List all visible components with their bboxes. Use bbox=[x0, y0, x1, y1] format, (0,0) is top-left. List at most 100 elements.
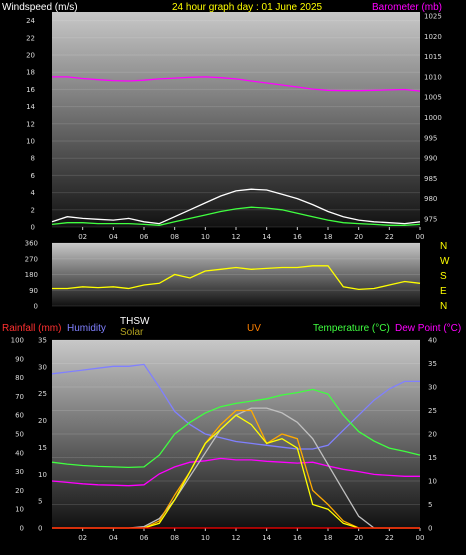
wind-xtick-label: 12 bbox=[232, 233, 241, 241]
direction-ytick-label: 180 bbox=[25, 271, 38, 279]
temp-xtick-label: 10 bbox=[201, 534, 210, 542]
temperature-ytick-label: 0 bbox=[428, 525, 432, 533]
temperature-ytick-label: 40 bbox=[428, 337, 437, 345]
wind-xtick-label: 20 bbox=[354, 233, 363, 241]
rainfall-ytick-label: 5 bbox=[38, 498, 42, 506]
wind-xtick-label: 00 bbox=[416, 233, 425, 241]
compass-label: N bbox=[440, 301, 447, 312]
temperature-c-line bbox=[51, 388, 421, 469]
direction-ytick-label: 90 bbox=[29, 287, 38, 295]
humidity-line bbox=[51, 363, 420, 450]
rainfall-axis-label: Rainfall (mm) bbox=[2, 323, 61, 334]
barometer-ytick-label: 1015 bbox=[424, 53, 442, 61]
barometer-ytick-label: 1010 bbox=[424, 73, 442, 81]
temperature-ytick-label: 15 bbox=[428, 454, 437, 462]
barometer-ytick-label: 1005 bbox=[424, 94, 442, 102]
temp-xtick-label: 08 bbox=[170, 534, 179, 542]
barometer-ytick-label: 1025 bbox=[424, 13, 442, 21]
compass-label: S bbox=[440, 271, 447, 282]
solar-label: Solar bbox=[120, 327, 144, 338]
temp-xtick-label: 14 bbox=[262, 534, 271, 542]
barometer-ytick-label: 1000 bbox=[424, 114, 442, 122]
wind-xtick-label: 16 bbox=[293, 233, 302, 241]
temperature-ytick-label: 20 bbox=[428, 431, 437, 439]
temperature-ytick-label: 35 bbox=[428, 360, 437, 368]
direction-plot-area bbox=[52, 243, 420, 306]
humidity-ytick-label: 0 bbox=[20, 525, 24, 533]
thsw-label: THSW bbox=[120, 316, 150, 327]
temp-xtick-label: 06 bbox=[140, 534, 149, 542]
humidity-ytick-label: 50 bbox=[15, 431, 24, 439]
temp-xtick-label: 16 bbox=[293, 534, 302, 542]
compass-label: E bbox=[440, 286, 447, 297]
rainfall-ytick-label: 15 bbox=[38, 444, 47, 452]
temp-xtick-label: 12 bbox=[232, 534, 241, 542]
rainfall-ytick-label: 35 bbox=[38, 337, 47, 345]
uv-label: UV bbox=[247, 323, 261, 334]
wind-xtick-label: 04 bbox=[109, 233, 118, 241]
temp-xtick-label: 02 bbox=[78, 534, 87, 542]
wind-xtick-label: 14 bbox=[262, 233, 271, 241]
direction-line bbox=[52, 265, 421, 291]
temp-xtick-label: 04 bbox=[109, 534, 118, 542]
wind-ytick-label: 24 bbox=[26, 17, 35, 25]
wind-ytick-label: 16 bbox=[26, 86, 35, 94]
temperature-ytick-label: 10 bbox=[428, 478, 437, 486]
barometer-ytick-label: 995 bbox=[424, 134, 437, 142]
barometer-line bbox=[52, 76, 421, 92]
wind-xtick-label: 08 bbox=[170, 233, 179, 241]
wind-xtick-label: 02 bbox=[78, 233, 87, 241]
barometer-ytick-label: 985 bbox=[424, 175, 437, 183]
direction-ytick-label: 360 bbox=[25, 240, 38, 248]
wind-ytick-label: 8 bbox=[31, 155, 35, 163]
wind-ytick-label: 14 bbox=[26, 103, 35, 111]
temperature-ytick-label: 25 bbox=[428, 407, 437, 415]
barometer-axis-label: Barometer (mb) bbox=[372, 2, 442, 13]
wind-ytick-label: 10 bbox=[26, 138, 35, 146]
wind-xtick-label: 10 bbox=[201, 233, 210, 241]
dewpoint-axis-label: Dew Point (°C) bbox=[395, 323, 461, 334]
rainfall-ytick-label: 25 bbox=[38, 390, 47, 398]
wind-ytick-label: 6 bbox=[31, 172, 36, 180]
wind-xtick-label: 22 bbox=[385, 233, 394, 241]
humidity-ytick-label: 100 bbox=[11, 337, 24, 345]
wind-ytick-label: 0 bbox=[31, 224, 35, 232]
wind-axis-label: Windspeed (m/s) bbox=[2, 2, 78, 13]
humidity-ytick-label: 40 bbox=[15, 449, 24, 457]
humidity-ytick-label: 10 bbox=[15, 506, 24, 514]
barometer-ytick-label: 1020 bbox=[424, 33, 442, 41]
temp-xtick-label: 00 bbox=[416, 534, 425, 542]
wind-xtick-label: 06 bbox=[140, 233, 149, 241]
wind-xtick-label: 18 bbox=[324, 233, 333, 241]
temp-xtick-label: 18 bbox=[324, 534, 333, 542]
humidity-ytick-label: 60 bbox=[15, 412, 24, 420]
rainfall-ytick-label: 10 bbox=[38, 471, 47, 479]
dew-point-c-line bbox=[51, 457, 420, 487]
rainfall-ytick-label: 0 bbox=[38, 525, 42, 533]
wind-ytick-label: 12 bbox=[26, 120, 35, 128]
rainfall-ytick-label: 30 bbox=[38, 363, 47, 371]
compass-label: W bbox=[440, 256, 450, 267]
wind-plot-area bbox=[52, 12, 420, 227]
temp-xtick-label: 22 bbox=[385, 534, 394, 542]
wind-ytick-label: 2 bbox=[31, 206, 35, 214]
humidity-ytick-label: 80 bbox=[15, 374, 24, 382]
temperature-ytick-label: 30 bbox=[428, 384, 437, 392]
temperature-ytick-label: 5 bbox=[428, 501, 432, 509]
wind-ytick-label: 20 bbox=[26, 52, 35, 60]
direction-ytick-label: 0 bbox=[34, 303, 38, 311]
humidity-label: Humidity bbox=[67, 323, 106, 334]
humidity-ytick-label: 90 bbox=[15, 355, 24, 363]
gust-line bbox=[51, 188, 421, 225]
temp-xtick-label: 20 bbox=[354, 534, 363, 542]
rainfall-ytick-label: 20 bbox=[38, 417, 47, 425]
temperature-plot-area bbox=[52, 340, 420, 528]
humidity-ytick-label: 70 bbox=[15, 393, 24, 401]
direction-ytick-label: 270 bbox=[25, 255, 38, 263]
humidity-ytick-label: 20 bbox=[15, 487, 24, 495]
barometer-ytick-label: 980 bbox=[424, 195, 437, 203]
barometer-ytick-label: 990 bbox=[424, 155, 437, 163]
graph-title: 24 hour graph day : 01 June 2025 bbox=[172, 2, 323, 13]
humidity-ytick-label: 30 bbox=[15, 468, 24, 476]
